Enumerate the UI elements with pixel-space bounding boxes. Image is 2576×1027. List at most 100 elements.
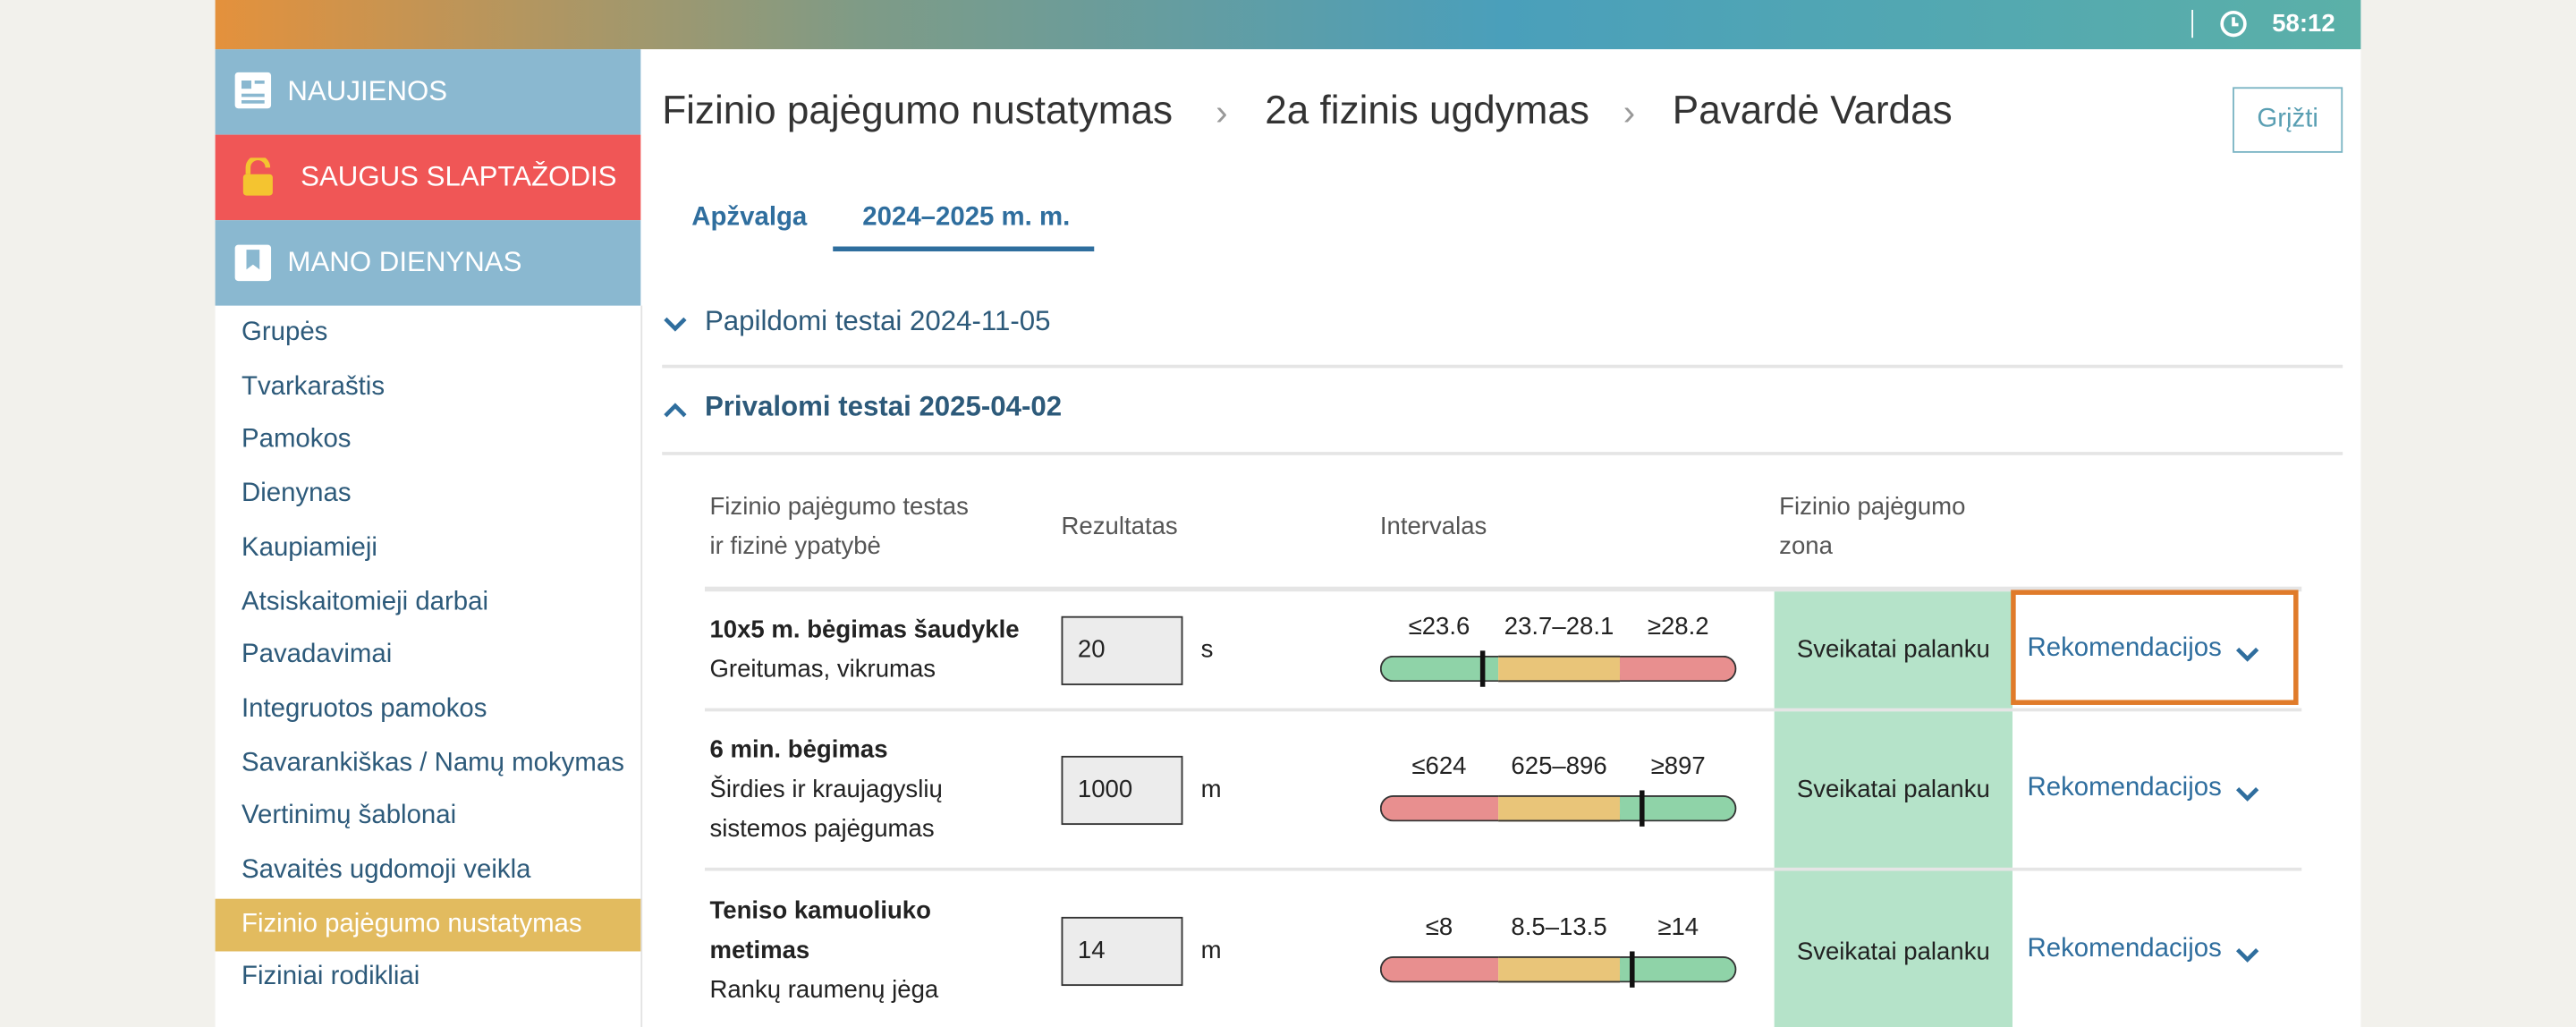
sidebar-item[interactable]: Pavadavimai [241,641,393,669]
sidebar-item[interactable]: Integruotos pamokos [241,694,487,723]
test-name: Teniso kamuoliuko metimas [709,896,931,965]
table-header: ir fizinė ypatybė [709,532,881,561]
lock-icon [242,155,273,196]
interval-segment [1379,654,1499,682]
result-input[interactable]: 14 [1061,916,1183,987]
interval-segment [1379,794,1499,821]
result-input[interactable]: 20 [1061,615,1183,684]
lock-icon [242,155,275,205]
sidebar-item[interactable]: Tvarkaraštis [241,372,386,401]
table-header: Fizinio pajėgumo [1779,493,1966,522]
interval-label: 625–896 [1511,751,1607,780]
breadcrumb: Pavardė Vardas [1672,89,1953,133]
interval-label: ≥897 [1650,751,1706,780]
sidebar-border [640,305,643,1027]
top-bar [215,0,2361,50]
sidebar-item[interactable]: Savaitės ugdomoji veikla [241,855,531,885]
sidebar-block[interactable]: SAUGUS SLAPTAŽODIS [215,134,641,221]
table-header-line [704,586,2302,592]
section-chevron [662,312,688,342]
tab[interactable]: 2024–2025 m. m. [862,203,1071,232]
interval-marker [1479,649,1485,686]
tab-underline [833,246,1095,252]
test-name: 6 min. bėgimas [709,734,888,764]
sidebar-item[interactable]: Dienynas [241,480,352,508]
unit: m [1200,775,1222,803]
recommendations-link[interactable]: Rekomendacijos [2027,773,2222,802]
unit: s [1200,634,1214,664]
divider [2191,10,2194,38]
section-title[interactable]: Papildomi testai 2024-11-05 [704,305,1051,337]
diary-icon [234,244,272,282]
interval-label: ≤8 [1425,913,1453,942]
interval-segment [1498,794,1621,821]
test-quality: Rankų raumenų jėga [709,976,939,1005]
breadcrumb[interactable]: 2a fizinis ugdymas [1265,89,1589,133]
zone-cell: Sveikatai palanku [1774,591,2012,710]
sidebar-block[interactable]: NAUJIENOS [215,49,641,135]
news-icon [234,72,272,109]
table-header: Intervalas [1379,513,1487,541]
test-quality: Greitumas, vikrumas [709,654,936,683]
interval-label: ≤624 [1411,751,1467,780]
interval-segment [1379,955,1499,983]
back-button[interactable]: Grįžti [2233,87,2343,153]
recommendations-link[interactable]: Rekomendacijos [2027,935,2222,963]
test-quality: Širdies ir kraujagyslių [709,775,943,803]
table-header: Rezultatas [1061,513,1178,541]
table-header: zona [1779,532,1833,561]
sidebar-item[interactable]: Vertinimų šablonai [241,802,457,831]
interval-segment [1620,654,1737,682]
sidebar-item[interactable]: Grupės [241,318,328,347]
unit: m [1200,936,1222,965]
section-title[interactable]: Privalomi testai 2025-04-02 [704,391,1063,423]
link-chevron [2234,943,2260,972]
interval-marker [1629,951,1635,988]
link-chevron [2236,786,2259,801]
breadcrumb[interactable]: Fizinio pajėgumo nustatymas [662,89,1174,133]
interval-label: ≥28.2 [1647,612,1709,641]
section-chevron [662,397,688,427]
test-name: 10x5 m. bėgimas šaudykle [709,615,1020,644]
interval-segment [1498,654,1621,682]
row-line [704,867,2302,871]
result-input[interactable]: 1000 [1061,754,1183,825]
recommendations-link[interactable]: Rekomendacijos [2027,633,2222,662]
divider [662,364,2343,369]
divider [662,452,2343,455]
interval-marker [1640,789,1646,826]
news-icon [233,71,273,118]
interval-segment [1620,794,1737,821]
test-quality: sistemos pajėgumas [709,814,935,843]
clock-icon [2220,10,2247,38]
sidebar-item[interactable]: Savarankiškas / Namų mokymas [241,748,624,777]
breadcrumb-sep: › [1623,91,1636,133]
highlight-box [2011,590,2299,705]
sidebar-item[interactable]: Fiziniai rodikliai [241,963,420,992]
link-chevron [2236,646,2259,661]
section-chevron [664,317,687,332]
interval-segment [1498,955,1621,983]
interval-segment [1620,955,1737,983]
sidebar-item[interactable]: Pamokos [241,426,352,454]
row-line [704,708,2302,712]
breadcrumb-sep: › [1216,91,1228,133]
sidebar-item[interactable]: Fizinio pajėgumo nustatymas [215,898,641,951]
timer: 58:12 [2272,10,2335,38]
zone-cell: Sveikatai palanku [1774,711,2012,870]
sidebar-block[interactable]: MANO DIENYNAS [215,220,641,306]
table-header: Fizinio pajėgumo testas [709,493,969,522]
tab[interactable]: Apžvalga [691,203,808,232]
diary-icon [233,243,273,291]
section-chevron [664,403,687,418]
sidebar-item[interactable]: Kaupiamieji [241,533,377,562]
link-chevron [2234,781,2260,811]
link-chevron [2234,641,2260,671]
interval-label: ≤23.6 [1408,612,1470,641]
interval-label: ≥14 [1657,913,1699,942]
interval-label: 8.5–13.5 [1511,913,1607,942]
sidebar-item[interactable]: Atsiskaitomieji darbai [241,587,489,615]
link-chevron [2236,948,2259,963]
zone-cell: Sveikatai palanku [1774,870,2012,1027]
